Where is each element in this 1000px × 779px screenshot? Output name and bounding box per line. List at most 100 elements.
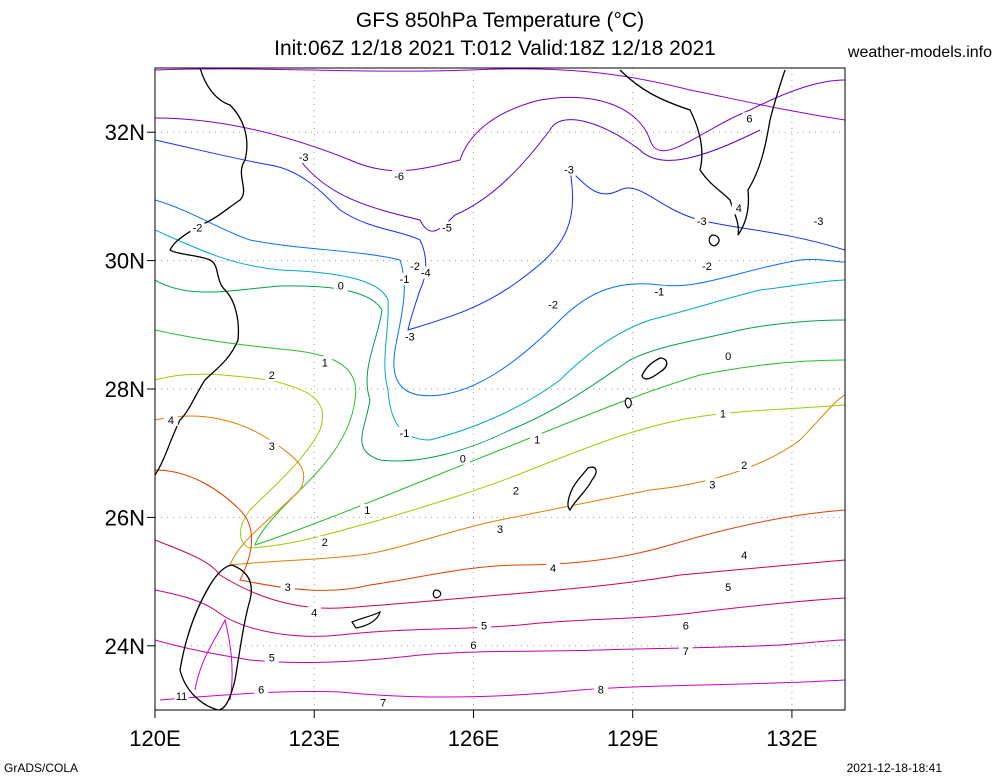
contour-label: 4	[550, 563, 556, 575]
contour-label-bg	[731, 202, 746, 215]
contour-line	[155, 639, 845, 663]
contour-label: 0	[338, 280, 344, 292]
contour-label-bg	[678, 619, 693, 632]
contour-label: 1	[720, 409, 726, 421]
contour-label: 1	[534, 434, 540, 446]
contour-label: 4	[311, 608, 317, 620]
contour-label: 1	[364, 505, 370, 517]
contour-label: 8	[598, 685, 604, 697]
contour-label: -5	[442, 223, 452, 235]
contour-label-bg	[721, 349, 736, 362]
contour-label-bg	[317, 356, 332, 369]
china-coastline	[155, 68, 248, 476]
taiwan-coastline	[179, 564, 252, 710]
contour-label-bg	[392, 170, 407, 183]
contour-label: -2	[193, 223, 203, 235]
lon-tick-label: 123E	[289, 726, 340, 751]
contour-label: -2	[548, 300, 558, 312]
contour-line	[155, 79, 845, 172]
contour-label-bg	[593, 683, 608, 696]
contour-label-bg	[317, 536, 332, 549]
contour-label: 6	[746, 113, 752, 125]
contour-label-bg	[742, 112, 757, 125]
contour-line	[155, 539, 845, 609]
contour-label-bg	[254, 683, 269, 696]
contour-label: 4	[741, 550, 747, 562]
chart-title: GFS 850hPa Temperature (°C)	[355, 9, 645, 32]
contour-label: -1	[400, 274, 410, 286]
lat-tick-label: 26N	[105, 505, 145, 530]
lon-tick-label: 129E	[607, 726, 658, 751]
contour-label-bg	[455, 452, 470, 465]
contour-label: 3	[285, 582, 291, 594]
contour-label: 3	[497, 524, 503, 536]
contour-label-bg	[694, 215, 709, 228]
contour-label-bg	[439, 221, 454, 234]
lat-tick-label: 30N	[105, 249, 145, 274]
contour-line	[155, 229, 845, 441]
contour-label-bg	[264, 369, 279, 382]
contour-label-bg	[721, 581, 736, 594]
contour-label: 5	[725, 582, 731, 594]
contour-label-bg	[811, 215, 826, 228]
contour-label-bg	[737, 459, 752, 472]
contour-line	[155, 469, 845, 591]
contour-label: 2	[741, 460, 747, 472]
site-label: weather-models.info	[847, 44, 992, 61]
amami-island	[641, 357, 668, 380]
contour-label-bg	[397, 272, 412, 285]
contour-label: 7	[380, 698, 386, 710]
contour-label-bg	[546, 298, 561, 311]
contour-label-bg	[466, 638, 481, 651]
contour-label: 6	[683, 621, 689, 633]
contour-label: -2	[410, 261, 420, 273]
contour-label: 0	[725, 351, 731, 363]
contour-label: -3	[299, 152, 309, 164]
contour-label-bg	[418, 266, 433, 279]
small-island	[624, 397, 632, 409]
contour-label: 4	[736, 203, 742, 215]
chart-subtitle: Init:06Z 12/18 2021 T:012 Valid:18Z 12/1…	[274, 37, 716, 60]
kyushu-coastline	[619, 69, 786, 236]
coastline-layer	[155, 68, 786, 710]
contour-label: 5	[269, 653, 275, 665]
contour-label-bg	[546, 561, 561, 574]
okinawa-island	[567, 466, 597, 512]
contour-label-bg	[408, 260, 423, 273]
contour-label: -4	[421, 267, 431, 279]
contour-label-bg	[700, 260, 714, 273]
contour-label-bg	[562, 163, 576, 176]
contour-label-bg	[397, 426, 412, 439]
contour-line	[155, 279, 845, 462]
contour-label: 3	[709, 479, 715, 491]
contour-label-bg	[705, 478, 720, 491]
small-island	[351, 610, 381, 629]
lon-tick-label: 132E	[766, 726, 817, 751]
lat-tick-label: 24N	[105, 634, 145, 659]
lon-tick-label: 120E	[129, 726, 180, 751]
contour-label-bg	[190, 221, 205, 234]
contour-label: 2	[322, 537, 328, 549]
contour-label: 6	[470, 640, 476, 652]
contour-label: -3	[814, 216, 824, 228]
lon-tick-label: 126E	[448, 726, 499, 751]
contour-label: 5	[481, 621, 487, 633]
contour-line	[155, 394, 845, 566]
map-frame	[154, 67, 846, 711]
contour-label-bg	[530, 433, 545, 446]
contour-layer	[155, 68, 845, 701]
contour-line	[155, 139, 845, 331]
contour-line	[299, 119, 761, 232]
contour-label: -6	[394, 171, 404, 183]
contour-label-bg	[477, 619, 492, 632]
contour-label-bg	[652, 285, 667, 298]
contour-label-bg	[163, 414, 178, 427]
contour-label: 4	[168, 415, 174, 427]
contour-label: -3	[697, 216, 707, 228]
contour-label: -2	[702, 261, 712, 273]
contour-line	[155, 589, 845, 637]
contour-label-bg	[264, 439, 279, 452]
contour-line	[194, 618, 233, 701]
contour-label: 3	[269, 441, 275, 453]
